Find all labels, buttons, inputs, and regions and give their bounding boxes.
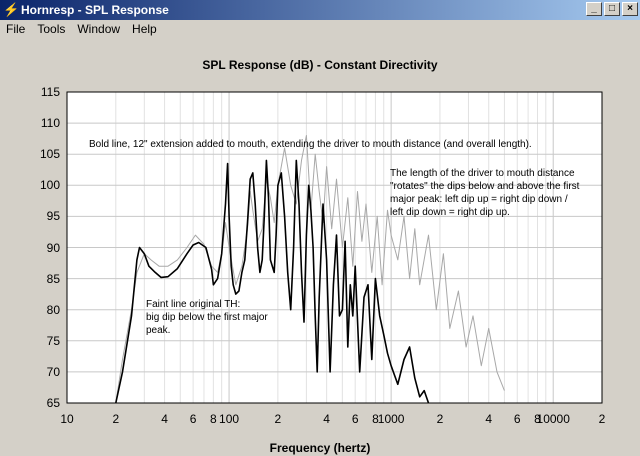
y-tick-label: 65 [46, 396, 60, 410]
x-tick-label: 1000 [377, 412, 405, 426]
x-tick-label: 100 [219, 412, 240, 426]
y-tick-label: 100 [39, 178, 60, 193]
x-tick-label: 2 [274, 412, 282, 426]
y-tick-label: 80 [46, 302, 60, 317]
x-tick-label: 8 [534, 412, 541, 426]
window-controls: _ □ × [586, 2, 638, 16]
x-tick-label: 6 [189, 412, 197, 426]
x-tick-label: 2 [598, 412, 606, 426]
y-tick-label: 110 [40, 116, 60, 131]
menu-window[interactable]: Window [77, 22, 121, 36]
x-tick-label: 6 [513, 412, 521, 426]
menu-file[interactable]: File [6, 22, 26, 36]
minimize-button[interactable]: _ [586, 2, 602, 16]
x-tick-label: 4 [161, 412, 168, 426]
x-axis-label: Frequency (hertz) [269, 441, 371, 455]
plot-frame [66, 91, 603, 404]
lightning-icon: ⚡ [3, 2, 20, 17]
x-tick-label: 8 [210, 412, 217, 426]
menu-help[interactable]: Help [132, 22, 157, 36]
x-tick-label: 8 [372, 412, 379, 426]
chart-title: SPL Response (dB) - Constant Directivity [202, 58, 438, 72]
annotation-rotation: The length of the driver to mouth distan… [390, 168, 580, 218]
x-tick-label: 2 [436, 412, 444, 426]
menu-tools[interactable]: Tools [37, 22, 66, 36]
maximize-button[interactable]: □ [604, 2, 620, 16]
y-tick-label: 105 [39, 147, 60, 162]
series-line-bold [115, 159, 430, 404]
close-button[interactable]: × [622, 2, 638, 16]
y-tick-label: 115 [40, 85, 60, 99]
x-tick-label: 4 [323, 412, 330, 426]
annotation-faint-line: Faint line original TH: big dip below th… [146, 299, 268, 336]
x-tick-label: 10 [60, 412, 74, 426]
y-tick-label: 90 [46, 240, 60, 255]
title-bar: ⚡ Hornresp - SPL Response _ □ × [0, 0, 640, 20]
x-tick-label: 2 [112, 412, 120, 426]
menu-bar: File Tools Window Help [0, 20, 640, 38]
y-tick-label: 95 [46, 209, 60, 224]
window-title: Hornresp - SPL Response [21, 3, 169, 17]
y-tick-label: 75 [46, 333, 60, 348]
x-tick-label: 6 [351, 412, 359, 426]
x-tick-label: 4 [485, 412, 493, 426]
annotation-bold-line: Bold line, 12" extension added to mouth,… [89, 139, 532, 150]
x-tick-label: 10000 [536, 412, 570, 426]
y-tick-label: 85 [46, 271, 60, 286]
y-tick-label: 70 [46, 364, 60, 379]
